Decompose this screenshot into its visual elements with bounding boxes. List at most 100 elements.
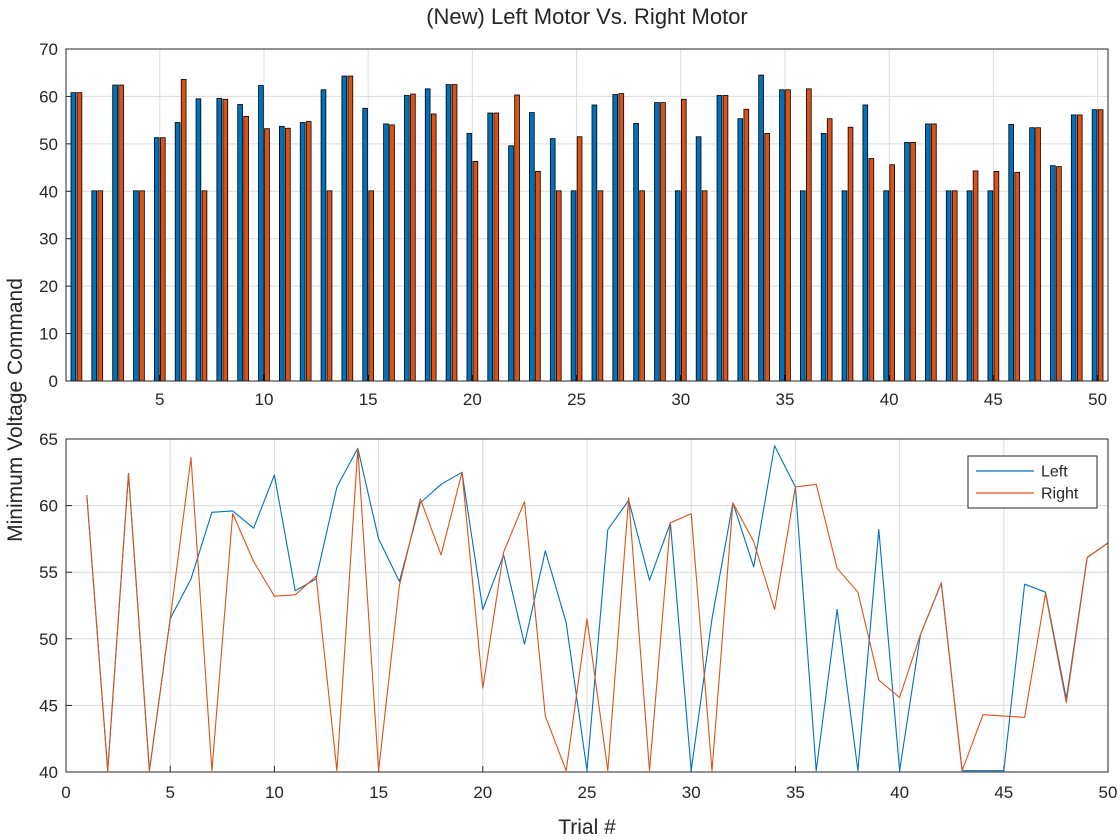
bar-right-45 (993, 170, 1000, 382)
legend-label-right: Right (1041, 486, 1079, 503)
bar-left-1 (70, 92, 77, 382)
bar-left-15 (362, 107, 368, 382)
bar-right-30 (681, 98, 687, 382)
bar-left-33 (737, 118, 744, 382)
bar-right-11 (285, 127, 291, 382)
bar-right-31 (701, 190, 708, 382)
bar-right-5 (160, 137, 166, 382)
bar-right-9 (243, 115, 249, 382)
bottom-x-tick-label: 0 (61, 783, 70, 802)
bar-left-28 (633, 123, 639, 382)
bottom-x-tick-label: 40 (890, 783, 909, 802)
top-y-tick-label: 20 (39, 277, 58, 296)
bar-left-8 (216, 97, 223, 382)
bar-right-8 (222, 98, 229, 382)
bar-left-40 (883, 190, 889, 382)
bar-left-18 (424, 88, 431, 382)
bar-left-13 (320, 89, 327, 382)
top-x-tick-label: 50 (1088, 390, 1107, 409)
top-x-tick-label: 25 (567, 390, 586, 409)
bar-right-27 (618, 93, 625, 382)
bar-right-3 (118, 84, 124, 382)
bar-left-39 (862, 104, 869, 382)
bar-right-34 (764, 133, 770, 382)
bar-left-35 (779, 89, 785, 382)
bar-right-29 (660, 102, 666, 382)
bar-left-4 (133, 190, 139, 382)
bar-left-25 (570, 190, 577, 382)
top-x-tick-label: 15 (359, 390, 378, 409)
legend-box (967, 455, 1098, 509)
bottom-x-tick-label: 45 (994, 783, 1013, 802)
bar-chart-top: 0 10 20 30 40 50 60 70 5 10 15 20 25 30 35 40 45 50 (39, 40, 1109, 409)
top-x-tick-label: 40 (880, 390, 899, 409)
top-y-tick-label: 0 (49, 372, 58, 391)
bar-right-42 (931, 123, 937, 382)
bar-left-21 (487, 112, 493, 382)
bar-right-43 (951, 190, 958, 382)
bar-left-24 (549, 138, 556, 382)
bar-right-28 (639, 190, 645, 382)
bar-left-50 (1091, 109, 1098, 382)
bar-right-17 (410, 93, 416, 382)
bar-right-40 (889, 164, 895, 382)
y-axis-label: Minimum Voltage Command (4, 278, 27, 542)
bottom-x-tick-label: 25 (578, 783, 597, 802)
bar-right-18 (430, 113, 437, 382)
bottom-y-tick-label: 40 (39, 763, 58, 782)
bar-right-44 (972, 170, 979, 382)
bar-right-24 (555, 190, 562, 382)
top-y-tick-label: 10 (39, 325, 58, 344)
bar-left-16 (383, 123, 389, 382)
bar-left-19 (445, 84, 452, 382)
bar-right-10 (264, 128, 270, 382)
bar-left-14 (341, 75, 348, 382)
bar-left-36 (800, 190, 806, 382)
bar-left-48 (1050, 165, 1056, 382)
bar-right-26 (597, 190, 604, 382)
top-x-tick-label: 5 (155, 390, 164, 409)
bar-right-19 (451, 84, 458, 382)
bar-right-15 (368, 190, 374, 382)
bar-right-2 (97, 190, 104, 382)
bar-left-32 (716, 95, 723, 382)
bar-left-26 (591, 104, 598, 382)
bar-right-35 (785, 89, 791, 382)
bar-left-22 (508, 145, 514, 382)
bottom-y-tick-label: 45 (39, 696, 58, 715)
bar-right-12 (305, 121, 312, 382)
bottom-x-tick-label: 15 (369, 783, 388, 802)
bar-left-44 (966, 190, 973, 382)
bar-right-39 (868, 158, 875, 382)
top-plot-area (66, 49, 1108, 381)
top-y-tick-label: 40 (39, 182, 58, 201)
bar-left-34 (758, 74, 764, 382)
bottom-y-tick-label: 55 (39, 563, 58, 582)
bottom-x-tick-label: 20 (473, 783, 492, 802)
bar-left-29 (654, 102, 660, 382)
bottom-y-tick-label: 50 (39, 630, 58, 649)
top-x-tick-label: 35 (776, 390, 795, 409)
bar-left-7 (195, 98, 202, 382)
bar-left-6 (174, 122, 181, 382)
top-axes-frame (65, 48, 1109, 382)
bottom-x-tick-label: 10 (265, 783, 284, 802)
line-chart-bottom: 40 45 50 55 60 65 0 5 10 15 20 25 30 35 40 45 50 Left Righ… (39, 430, 1117, 802)
bar-right-46 (1014, 171, 1021, 382)
bar-left-17 (404, 95, 410, 382)
bar-right-6 (180, 78, 187, 382)
top-x-tick-label: 30 (671, 390, 690, 409)
line-right (86, 447, 1109, 772)
bar-right-20 (472, 161, 479, 382)
top-x-tick-label: 45 (984, 390, 1003, 409)
bar-left-47 (1029, 127, 1035, 382)
legend-label-left: Left (1041, 464, 1068, 481)
bar-right-38 (847, 126, 854, 382)
bottom-x-tick-label: 30 (682, 783, 701, 802)
bar-left-42 (925, 123, 931, 382)
bar-right-37 (826, 118, 833, 382)
legend: Left Right (967, 455, 1098, 509)
bar-left-23 (529, 112, 535, 382)
bar-left-45 (987, 190, 994, 382)
